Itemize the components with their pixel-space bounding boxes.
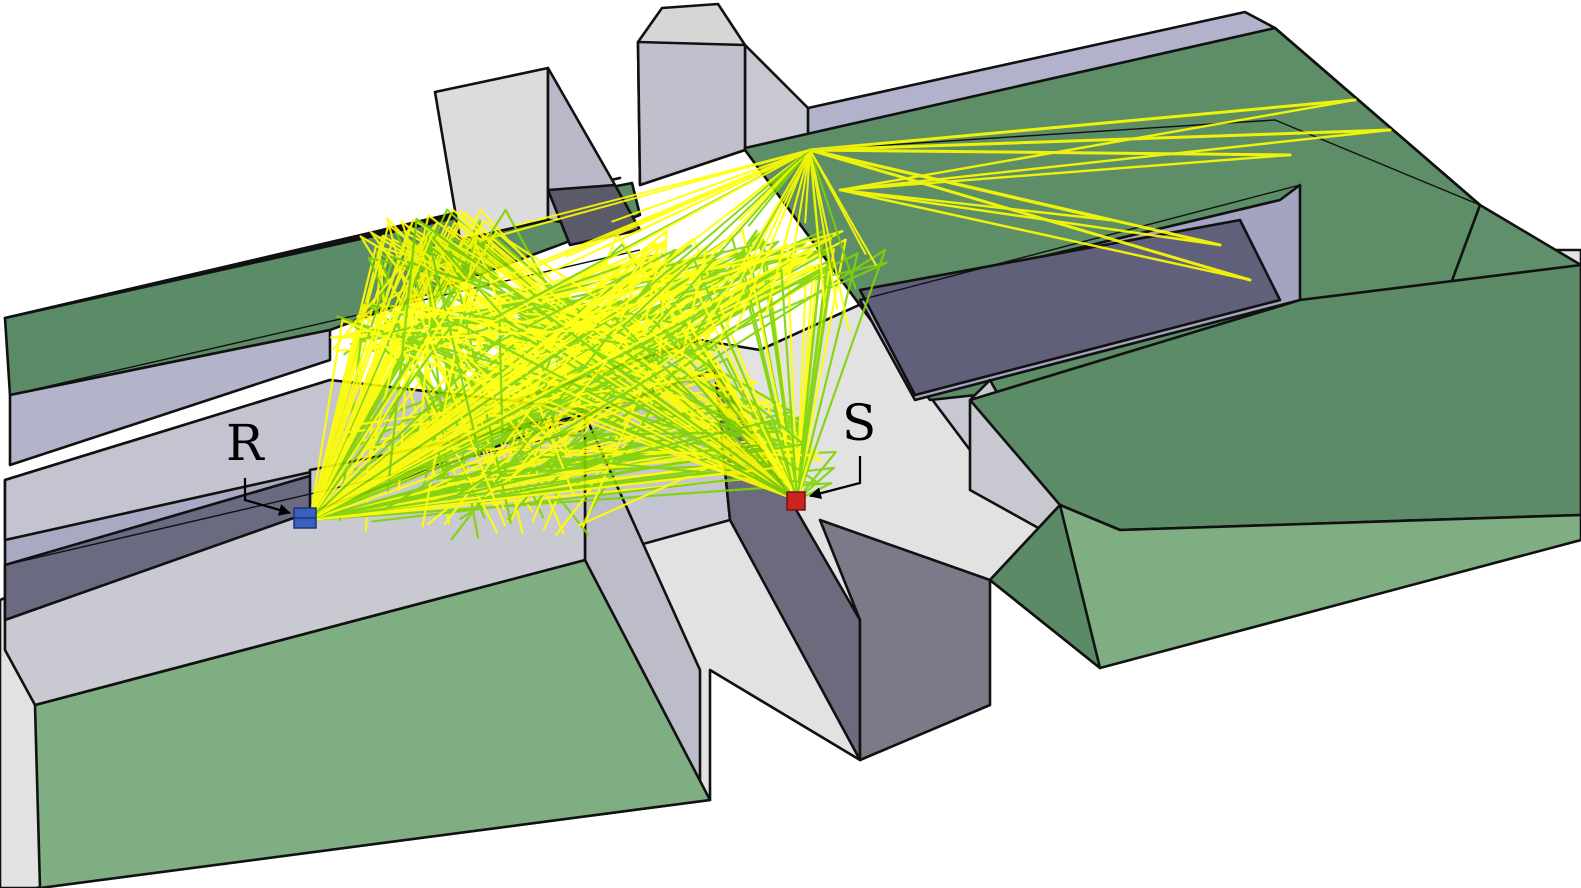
receiver-pointer <box>243 478 291 516</box>
source-marker <box>786 491 806 511</box>
receiver-marker <box>293 507 317 529</box>
source-pointer <box>809 456 862 500</box>
tower-left <box>433 66 642 247</box>
building-front-right <box>968 263 1581 670</box>
receiver-label: R <box>226 414 265 472</box>
ray-paths <box>308 98 1392 541</box>
source-label: S <box>842 394 876 452</box>
